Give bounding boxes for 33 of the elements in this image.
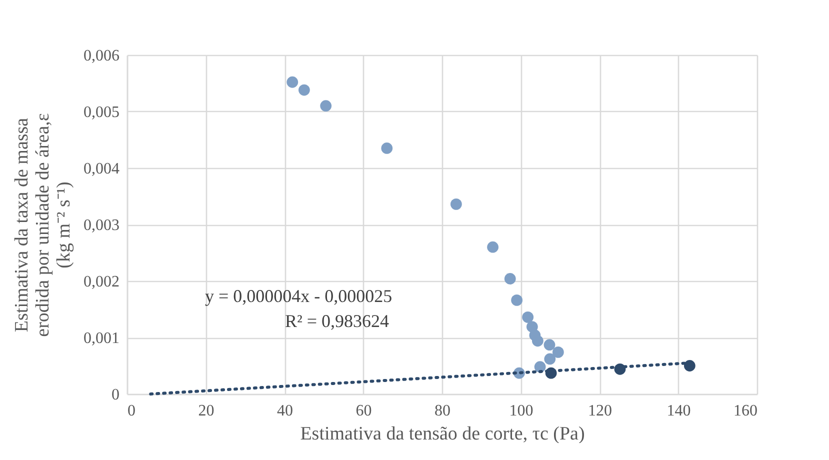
point xyxy=(532,335,544,347)
y-tick-label: 0,003 xyxy=(84,217,120,234)
y-tick-label: 0,004 xyxy=(84,160,120,178)
point xyxy=(552,346,564,358)
y-tick-label: 0,001 xyxy=(84,330,120,347)
y-tick-label: 0 xyxy=(112,386,120,404)
point xyxy=(544,339,556,351)
y-tick-label: 0,005 xyxy=(84,104,120,121)
annotation: R² = 0,983624 xyxy=(284,311,390,331)
point xyxy=(487,241,498,253)
point xyxy=(511,294,523,306)
x-tick-label: 160 xyxy=(734,402,758,420)
annotation: y = 0,000004x - 0,000025 xyxy=(205,286,392,306)
point xyxy=(544,353,556,365)
x-tick-label: 140 xyxy=(666,402,691,420)
point xyxy=(320,100,332,112)
point xyxy=(450,198,462,210)
x-tick-label: 60 xyxy=(356,402,372,420)
x-tick-label: 20 xyxy=(198,402,214,420)
point xyxy=(522,311,534,323)
x-tick-label: 120 xyxy=(588,402,612,420)
x-tick-label: 80 xyxy=(434,402,450,420)
x-tick-label: 40 xyxy=(277,402,293,420)
point xyxy=(504,273,516,284)
point xyxy=(298,84,310,96)
y-tick-label: 0,002 xyxy=(84,274,120,290)
y-axis-title: Estimativa da taxa de massa erodida por unidade de área,ε (kg m⁻² s⁻¹) xyxy=(12,113,74,337)
point xyxy=(286,76,298,88)
point xyxy=(381,142,393,154)
point xyxy=(534,361,546,373)
y-tick-label: 0,006 xyxy=(84,48,120,64)
x-tick-label: 0 xyxy=(128,402,136,420)
x-tick-label: 100 xyxy=(509,402,534,420)
